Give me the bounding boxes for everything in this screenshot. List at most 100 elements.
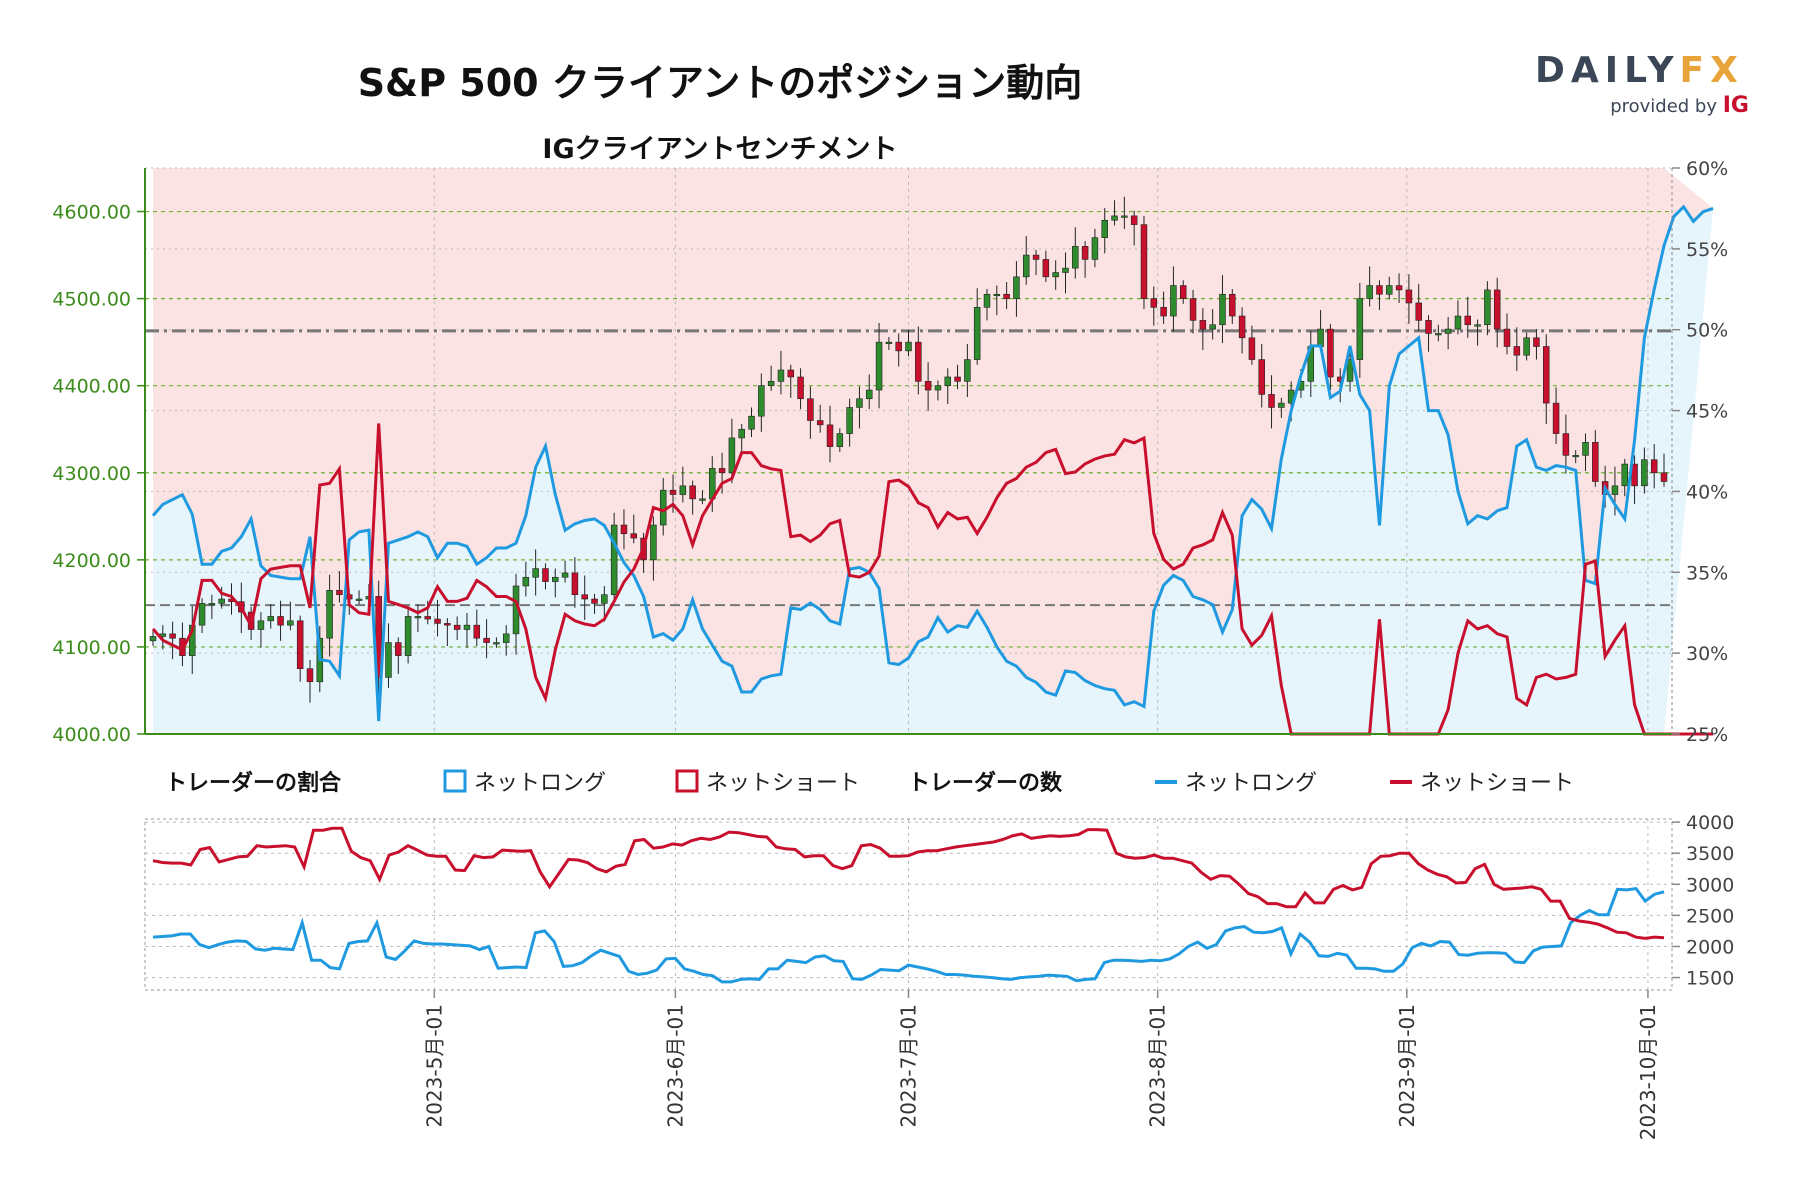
sentiment-tick-label: 40% — [1686, 481, 1728, 503]
candle-body — [1395, 285, 1403, 291]
price-tick-label: 4200.00 — [52, 550, 131, 572]
price-tick-label: 4400.00 — [52, 376, 131, 398]
candle-body — [630, 533, 638, 539]
candle-body — [1493, 289, 1501, 330]
candle-body — [1425, 320, 1432, 334]
logo-fx: FX — [1679, 50, 1744, 91]
candle-body — [1435, 333, 1442, 336]
candle-body — [915, 341, 922, 382]
candle-body — [218, 598, 225, 604]
sentiment-tick-label: 55% — [1686, 239, 1728, 261]
candle-body — [1533, 337, 1540, 347]
candle-body — [1248, 337, 1256, 360]
candle-body — [552, 576, 559, 582]
candle-body — [571, 572, 579, 595]
candle-body — [895, 341, 902, 352]
candle-body — [973, 307, 981, 360]
logo-provided-by: provided by IG — [1535, 93, 1755, 118]
candle-body — [483, 637, 490, 643]
date-axis: 2023-5月-01 2023-6月-01 2023-7月-01 2023-8月-01… — [422, 990, 1660, 1140]
candle-body — [738, 428, 745, 439]
candle-body — [1258, 359, 1265, 395]
logo-daily: DAILY — [1535, 50, 1680, 91]
candle-body — [1140, 224, 1148, 299]
candle-body — [267, 616, 274, 622]
candle-body — [1611, 485, 1619, 495]
count-tick-label: 3500 — [1686, 843, 1734, 865]
count-short-line — [152, 826, 1665, 940]
candle-body — [414, 616, 422, 619]
candle-body — [1386, 285, 1393, 295]
candle-body — [287, 620, 294, 626]
candle-body — [1454, 315, 1462, 330]
candle-body — [1160, 307, 1167, 317]
sentiment-tick-label: 45% — [1686, 401, 1728, 423]
candle-body — [1268, 394, 1275, 408]
candle-body — [866, 389, 873, 400]
candle-body — [257, 620, 265, 630]
candle-body — [326, 590, 333, 639]
candle-body — [1238, 315, 1246, 339]
chart-legend: トレーダーの割合 ネットロング ネットショート トレーダーの数 ネットロング ネ… — [165, 769, 1574, 796]
candle-body — [208, 603, 216, 606]
legend-count-heading: トレーダーの数 — [908, 770, 1063, 796]
candle-body — [1641, 459, 1648, 487]
chart-subtitle: IGクライアントセンチメント — [542, 134, 898, 165]
candle-body — [1179, 285, 1187, 299]
candle-body — [797, 376, 804, 400]
price-tick-label: 4300.00 — [52, 463, 131, 485]
dailyfx-logo: DAILYFX provided by IG — [1535, 50, 1755, 118]
legend-ratio-long-swatch — [443, 769, 467, 793]
candle-body — [1101, 219, 1108, 238]
candle-body — [1081, 246, 1089, 260]
candle-body — [1366, 285, 1373, 299]
candle-body — [1376, 285, 1383, 295]
candle-body — [1572, 455, 1579, 458]
sentiment-tick-label: 30% — [1686, 643, 1728, 665]
legend-ratio-heading: トレーダーの割合 — [165, 770, 342, 796]
candle-body — [522, 576, 530, 587]
candle-body — [1317, 328, 1324, 347]
price-tick-label: 4600.00 — [52, 202, 131, 224]
candle-body — [1464, 315, 1472, 326]
candle-body — [444, 623, 451, 626]
candle-body — [463, 624, 471, 630]
legend-ratio-long: ネットロング — [474, 771, 606, 796]
candle-body — [1592, 441, 1599, 482]
candle-body — [453, 624, 461, 630]
candle-body — [1032, 254, 1040, 260]
candle-body — [650, 524, 657, 561]
candle-body — [532, 568, 539, 578]
count-long-line — [152, 886, 1665, 984]
count-tick-label: 1500 — [1686, 968, 1734, 990]
candle-body — [1219, 293, 1226, 326]
candle-body — [669, 489, 677, 495]
candle-body — [1474, 324, 1481, 327]
candle-body — [561, 572, 569, 578]
short-share-fill — [153, 168, 1714, 722]
candle-body — [1650, 459, 1658, 474]
page-title: S&P 500 クライアントのポジション動向 — [357, 61, 1083, 105]
candle-body — [493, 642, 500, 645]
count-tick-label: 2500 — [1686, 905, 1734, 927]
candle-body — [1072, 246, 1079, 269]
candle-body — [1013, 276, 1020, 299]
candle-body — [767, 381, 775, 386]
legend-ratio-short: ネットショート — [706, 771, 860, 796]
candle-body — [1660, 472, 1668, 482]
candle-body — [434, 618, 441, 624]
legend-ratio-short-swatch — [675, 769, 699, 793]
candle-body — [502, 633, 510, 643]
candle-body — [1346, 359, 1354, 382]
candle-body — [355, 598, 363, 601]
logo-provided-by-text: provided by — [1610, 96, 1718, 117]
candle-body — [1415, 302, 1422, 321]
candle-body — [610, 524, 618, 595]
candle-body — [336, 590, 343, 595]
candle-body — [718, 468, 726, 474]
candle-body — [1484, 289, 1491, 326]
candle-body — [846, 407, 853, 434]
candle-body — [1042, 259, 1050, 278]
candle-body — [1170, 285, 1177, 317]
